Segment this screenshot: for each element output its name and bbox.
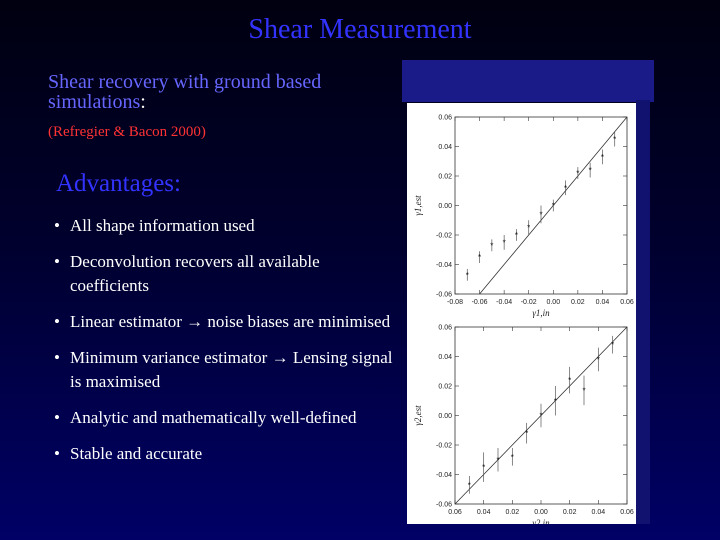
y-tick-label: 0.06 bbox=[438, 115, 452, 122]
x-tick-label: -0.02 bbox=[521, 299, 537, 306]
x-tick-label: 0.04 bbox=[477, 509, 491, 516]
chart-panel-1: -0.08 -0.06 -0.04 -0.02 0.00 0.02 0.04 0.06-0.0… bbox=[413, 115, 634, 319]
data-point: * bbox=[503, 238, 506, 247]
y-axis-label: γ2,est bbox=[413, 405, 423, 426]
y-tick-label: 0.02 bbox=[438, 384, 452, 391]
data-point: * bbox=[568, 376, 571, 385]
subtitle-colon: : bbox=[140, 91, 146, 113]
x-tick-label: 0.04 bbox=[596, 299, 610, 306]
x-tick-label: 0.04 bbox=[592, 509, 606, 516]
data-point: * bbox=[466, 271, 469, 280]
y-axis-label: γ1,est bbox=[413, 195, 423, 216]
x-tick-label: 0.02 bbox=[563, 509, 577, 516]
x-tick-label: -0.04 bbox=[496, 299, 512, 306]
data-point: * bbox=[554, 397, 557, 406]
slide-subtitle: Shear recovery with ground based simulat… bbox=[48, 72, 408, 112]
data-point: * bbox=[478, 253, 481, 262]
x-tick-label: -0.06 bbox=[472, 299, 488, 306]
chart-panel-2: 0.06 0.04 0.02 0.00 0.02 0.04 0.06-0.06-0.04-0… bbox=[413, 325, 634, 525]
list-item: • Minimum variance estimator → Lensing si… bbox=[54, 346, 394, 394]
data-point: * bbox=[597, 355, 600, 364]
bullet-icon: • bbox=[54, 216, 60, 235]
reference-citation: (Refregier & Bacon 2000) bbox=[48, 124, 206, 140]
shear-plots-svg: -0.08 -0.06 -0.04 -0.02 0.00 0.02 0.04 0.06-0.0… bbox=[413, 115, 634, 525]
data-point: * bbox=[527, 224, 530, 233]
y-tick-label: 0.06 bbox=[438, 325, 452, 332]
list-item: • Analytic and mathematically well-define… bbox=[54, 406, 394, 430]
subtitle-text: Shear recovery with ground based simulat… bbox=[48, 71, 322, 113]
data-point: * bbox=[496, 456, 499, 465]
y-tick-label: 0.04 bbox=[438, 144, 452, 151]
y-tick-label: 0.02 bbox=[438, 174, 452, 181]
x-tick-label: 0.06 bbox=[448, 509, 462, 516]
data-point: * bbox=[490, 241, 493, 250]
data-point: * bbox=[576, 169, 579, 178]
data-point: * bbox=[589, 166, 592, 175]
data-point: * bbox=[611, 341, 614, 350]
figure-shadow-right bbox=[636, 100, 650, 524]
bullet-text: Minimum variance estimator → Lensing sig… bbox=[70, 348, 393, 391]
slide-title: Shear Measurement bbox=[248, 14, 472, 45]
y-tick-label: 0.04 bbox=[438, 354, 452, 361]
data-point: * bbox=[582, 386, 585, 395]
bullet-icon: • bbox=[54, 408, 60, 427]
y-tick-label: 0.00 bbox=[438, 413, 452, 420]
shear-plots-figure: -0.08 -0.06 -0.04 -0.02 0.00 0.02 0.04 0.06 -0.0… bbox=[407, 103, 636, 524]
y-tick-label: -0.04 bbox=[436, 262, 452, 269]
bullet-icon: • bbox=[54, 252, 60, 271]
bullet-text: Linear estimator → noise biases are mini… bbox=[70, 312, 391, 331]
list-item: • All shape information used bbox=[54, 214, 394, 238]
y-tick-label: -0.04 bbox=[436, 472, 452, 479]
y-tick-label: 0.00 bbox=[438, 203, 452, 210]
y-tick-label: -0.06 bbox=[436, 292, 452, 299]
x-axis-label: γ1,in bbox=[532, 308, 550, 318]
bullet-icon: • bbox=[54, 444, 60, 463]
data-point: * bbox=[511, 453, 514, 462]
x-tick-label: 0.00 bbox=[546, 299, 560, 306]
bullet-icon: • bbox=[54, 312, 60, 331]
data-point: * bbox=[525, 429, 528, 438]
data-point: * bbox=[564, 184, 567, 193]
y-tick-label: -0.02 bbox=[436, 443, 452, 450]
y-tick-label: -0.06 bbox=[436, 502, 452, 509]
figure-shadow-top bbox=[402, 60, 654, 102]
x-tick-label: 0.06 bbox=[620, 509, 634, 516]
x-tick-label: 0.02 bbox=[571, 299, 585, 306]
data-point: * bbox=[539, 412, 542, 421]
data-point: * bbox=[482, 463, 485, 472]
bullet-text: Deconvolution recovers all available coe… bbox=[70, 252, 320, 295]
list-item: • Stable and accurate bbox=[54, 442, 394, 466]
bullet-text: Analytic and mathematically well-defined bbox=[70, 408, 357, 427]
data-point: * bbox=[468, 481, 471, 490]
data-point: * bbox=[515, 231, 518, 240]
bullet-text: Stable and accurate bbox=[70, 444, 203, 463]
data-point: * bbox=[539, 210, 542, 219]
data-point: * bbox=[601, 153, 604, 162]
advantages-heading: Advantages: bbox=[56, 170, 181, 197]
list-item: • Linear estimator → noise biases are min… bbox=[54, 310, 394, 334]
data-point: * bbox=[552, 202, 555, 211]
x-tick-label: -0.08 bbox=[447, 299, 463, 306]
bullet-text: All shape information used bbox=[70, 216, 255, 235]
x-axis-label: γ2,in bbox=[532, 518, 550, 524]
x-tick-label: 0.00 bbox=[534, 509, 548, 516]
list-item: • Deconvolution recovers all available co… bbox=[54, 250, 394, 298]
x-tick-label: 0.02 bbox=[506, 509, 520, 516]
y-tick-label: -0.02 bbox=[436, 233, 452, 240]
bullet-icon: • bbox=[54, 348, 60, 367]
advantages-list: • All shape information used • Deconvoluti… bbox=[54, 214, 394, 478]
data-point: * bbox=[613, 135, 616, 144]
x-tick-label: 0.06 bbox=[620, 299, 634, 306]
